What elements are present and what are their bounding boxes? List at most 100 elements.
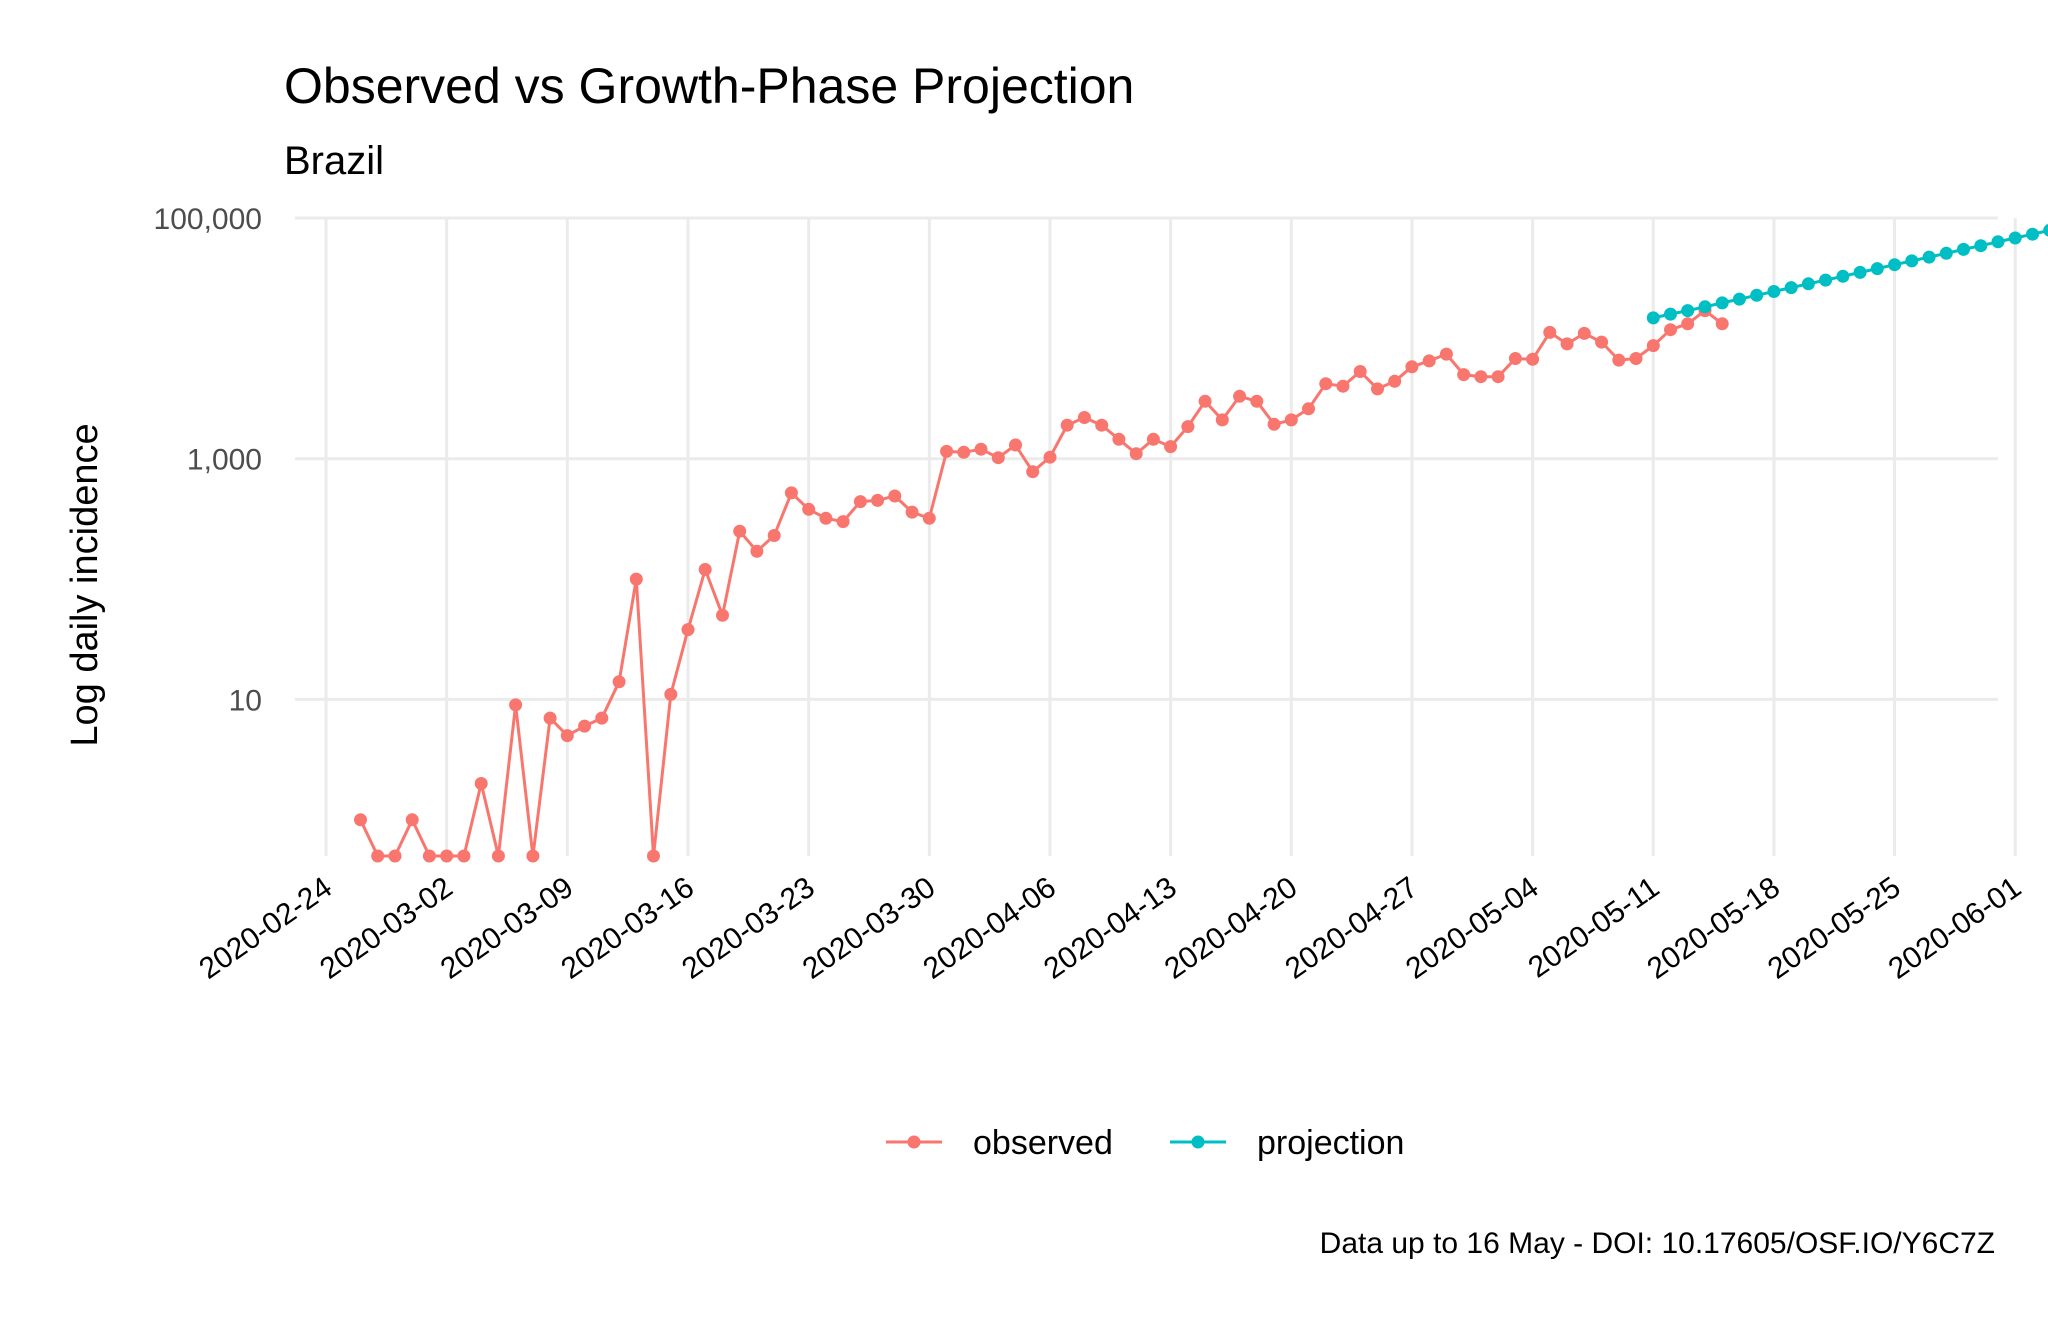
observed-point bbox=[1560, 337, 1574, 351]
x-tick-label: 2020-05-04 bbox=[1400, 871, 1545, 986]
x-tick-label: 2020-03-02 bbox=[314, 871, 459, 986]
legend-label-observed: observed bbox=[973, 1124, 1113, 1162]
observed-point bbox=[1508, 352, 1522, 365]
projection-point bbox=[1853, 265, 1867, 279]
legend-key-point-projection bbox=[1191, 1135, 1205, 1149]
observed-point bbox=[784, 486, 798, 500]
x-tick-label: 2020-06-01 bbox=[1883, 871, 2028, 986]
y-tick-label: 1,000 bbox=[187, 444, 262, 477]
observed-point bbox=[698, 563, 712, 576]
observed-point bbox=[1250, 394, 1264, 408]
y-tick-label: 100,000 bbox=[154, 203, 262, 236]
x-tick-label: 2020-04-13 bbox=[1038, 871, 1183, 986]
observed-point bbox=[991, 451, 1005, 465]
observed-point bbox=[1612, 353, 1626, 367]
legend: observed projection bbox=[886, 1124, 1404, 1162]
observed-point bbox=[1422, 354, 1436, 368]
observed-point bbox=[1302, 402, 1315, 416]
observed-point bbox=[1439, 347, 1453, 361]
observed-point bbox=[1715, 317, 1729, 331]
observed-point bbox=[612, 675, 626, 689]
observed-point bbox=[940, 444, 954, 458]
observed-point bbox=[871, 493, 885, 507]
observed-point bbox=[905, 505, 919, 519]
observed-point bbox=[664, 687, 678, 701]
projection-point bbox=[1784, 281, 1798, 295]
observed-point bbox=[974, 442, 988, 456]
observed-point bbox=[1146, 432, 1160, 446]
observed-point bbox=[1629, 352, 1643, 365]
y-axis-label: Log daily incidence bbox=[64, 423, 106, 746]
observed-point bbox=[440, 849, 454, 863]
observed-point bbox=[457, 849, 471, 863]
observed-point bbox=[1664, 323, 1677, 337]
observed-point bbox=[716, 608, 729, 622]
projection-point bbox=[2008, 231, 2022, 245]
x-tick-label: 2020-05-18 bbox=[1641, 871, 1786, 986]
projection-point bbox=[1939, 246, 1953, 260]
observed-point bbox=[1095, 418, 1109, 432]
projection-point bbox=[1819, 273, 1833, 287]
observed-point bbox=[1164, 440, 1178, 454]
observed-point bbox=[1181, 420, 1195, 434]
projection-point bbox=[1732, 292, 1746, 306]
observed-point bbox=[750, 544, 764, 558]
observed-point bbox=[922, 511, 936, 525]
projection-point bbox=[1681, 304, 1695, 318]
observed-point bbox=[629, 572, 643, 586]
observed-point bbox=[1595, 335, 1609, 349]
projection-point bbox=[2026, 227, 2039, 241]
observed-point bbox=[1026, 465, 1040, 479]
chart-caption: Data up to 16 May - DOI: 10.17605/OSF.IO… bbox=[1320, 1227, 1995, 1260]
observed-point bbox=[1284, 413, 1298, 427]
observed-point bbox=[474, 777, 488, 790]
y-tick-label: 10 bbox=[229, 684, 262, 717]
observed-point bbox=[1043, 450, 1057, 464]
x-tick-label: 2020-03-09 bbox=[435, 871, 580, 986]
observed-point bbox=[354, 813, 367, 827]
observed-point bbox=[1060, 418, 1074, 432]
x-tick-label: 2020-02-24 bbox=[193, 871, 338, 986]
observed-point bbox=[819, 511, 833, 525]
observed-point bbox=[1198, 394, 1212, 408]
observed-point bbox=[647, 849, 660, 863]
projection-point bbox=[1698, 300, 1712, 314]
observed-point bbox=[802, 502, 816, 516]
observed-point bbox=[405, 813, 419, 827]
projection-point bbox=[1974, 239, 1988, 253]
projection-point bbox=[1715, 296, 1729, 310]
projection-point bbox=[1767, 285, 1781, 298]
x-tick-label: 2020-05-25 bbox=[1762, 871, 1907, 986]
observed-point bbox=[1474, 370, 1488, 384]
observed-point bbox=[1405, 360, 1419, 374]
x-tick-label: 2020-04-06 bbox=[917, 871, 1062, 986]
x-tick-label: 2020-04-27 bbox=[1279, 871, 1424, 986]
x-tick-label: 2020-03-16 bbox=[555, 871, 700, 986]
observed-point bbox=[1646, 339, 1660, 353]
observed-point bbox=[733, 524, 747, 538]
observed-point bbox=[957, 445, 971, 459]
projection-point bbox=[1801, 277, 1815, 291]
y-tick-labels: 10 1,000 100,000 bbox=[154, 203, 262, 717]
observed-point bbox=[1009, 438, 1022, 452]
projection-point bbox=[1646, 311, 1660, 325]
y-gridlines bbox=[295, 216, 1998, 701]
observed-point bbox=[1319, 377, 1333, 391]
observed-point bbox=[1457, 368, 1471, 382]
x-tick-label: 2020-05-11 bbox=[1522, 871, 1665, 985]
projection-point bbox=[1664, 307, 1677, 321]
legend-label-projection: projection bbox=[1257, 1124, 1404, 1162]
series-points bbox=[354, 224, 2048, 863]
observed-point bbox=[371, 849, 385, 863]
observed-point bbox=[1371, 382, 1384, 396]
series-lines bbox=[359, 229, 2048, 858]
observed-point bbox=[681, 623, 695, 637]
observed-point bbox=[1267, 417, 1281, 431]
observed-point bbox=[1526, 352, 1540, 366]
chart-title: Observed vs Growth-Phase Projection bbox=[284, 58, 1134, 114]
observed-point bbox=[491, 849, 505, 863]
chart-subtitle: Brazil bbox=[284, 139, 384, 183]
observed-point bbox=[595, 711, 609, 725]
x-tick-labels: 2020-02-242020-03-022020-03-092020-03-16… bbox=[193, 871, 2027, 986]
